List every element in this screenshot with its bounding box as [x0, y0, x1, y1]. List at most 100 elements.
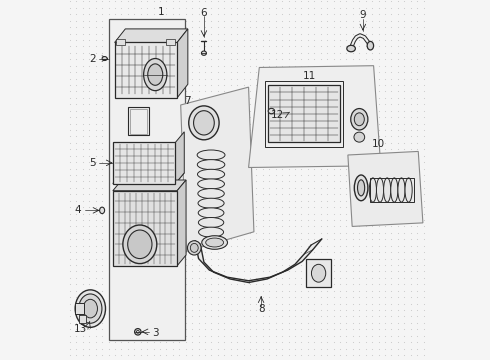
Point — [259, 192, 267, 197]
Point — [195, 179, 202, 184]
Point — [297, 5, 305, 11]
Point — [130, 224, 138, 229]
Point — [118, 134, 125, 139]
Point — [266, 179, 273, 184]
Point — [310, 95, 318, 101]
Point — [317, 237, 325, 242]
Point — [349, 230, 357, 236]
Point — [163, 57, 171, 62]
Point — [362, 269, 369, 274]
Point — [169, 352, 177, 358]
Point — [182, 185, 190, 191]
Point — [368, 37, 376, 43]
Point — [310, 230, 318, 236]
Point — [368, 44, 376, 49]
Point — [195, 314, 202, 319]
Point — [156, 224, 164, 229]
Point — [413, 179, 421, 184]
Ellipse shape — [83, 299, 98, 318]
Point — [266, 69, 273, 75]
Point — [388, 179, 395, 184]
Point — [163, 198, 171, 204]
Point — [124, 224, 132, 229]
Point — [278, 12, 286, 17]
Point — [413, 50, 421, 56]
Point — [233, 31, 241, 36]
Point — [304, 230, 312, 236]
Point — [111, 166, 119, 171]
Point — [92, 301, 99, 306]
Point — [381, 108, 389, 113]
Point — [111, 102, 119, 107]
Point — [98, 147, 106, 152]
Point — [143, 102, 151, 107]
Point — [394, 269, 402, 274]
Point — [66, 249, 74, 255]
Point — [400, 0, 408, 4]
Point — [220, 314, 228, 319]
Point — [304, 159, 312, 165]
Point — [375, 217, 383, 223]
Point — [394, 275, 402, 281]
Point — [336, 24, 344, 30]
Point — [149, 147, 157, 152]
Point — [304, 166, 312, 171]
Point — [85, 262, 93, 268]
Point — [118, 37, 125, 43]
Point — [130, 314, 138, 319]
Point — [156, 282, 164, 287]
Point — [85, 192, 93, 197]
Point — [73, 172, 80, 178]
Point — [394, 320, 402, 326]
Point — [175, 37, 183, 43]
Point — [92, 256, 99, 261]
Point — [375, 307, 383, 313]
Point — [118, 5, 125, 11]
Point — [175, 314, 183, 319]
Point — [105, 269, 113, 274]
Point — [368, 339, 376, 345]
Point — [310, 50, 318, 56]
Point — [73, 320, 80, 326]
Point — [407, 127, 415, 133]
Point — [214, 192, 222, 197]
Point — [323, 127, 331, 133]
Point — [163, 307, 171, 313]
Point — [394, 198, 402, 204]
Point — [220, 333, 228, 339]
Point — [394, 140, 402, 146]
Point — [394, 114, 402, 120]
Point — [105, 256, 113, 261]
Point — [323, 217, 331, 223]
Point — [79, 147, 87, 152]
Point — [420, 153, 428, 159]
Point — [330, 179, 338, 184]
Point — [105, 24, 113, 30]
Point — [143, 275, 151, 281]
Point — [304, 307, 312, 313]
Polygon shape — [113, 173, 184, 184]
Ellipse shape — [347, 45, 355, 52]
Point — [130, 5, 138, 11]
Point — [336, 140, 344, 146]
Point — [66, 121, 74, 126]
Point — [413, 114, 421, 120]
Point — [214, 102, 222, 107]
Point — [252, 243, 260, 249]
Point — [79, 121, 87, 126]
Point — [362, 127, 369, 133]
Point — [188, 5, 196, 11]
Bar — [167, 39, 175, 45]
Point — [66, 346, 74, 351]
Point — [163, 249, 171, 255]
Point — [130, 24, 138, 30]
Point — [355, 256, 363, 261]
Point — [79, 44, 87, 49]
Point — [73, 237, 80, 242]
Point — [207, 204, 215, 210]
Point — [368, 82, 376, 88]
Point — [201, 5, 209, 11]
Point — [233, 18, 241, 23]
Point — [85, 5, 93, 11]
Point — [66, 37, 74, 43]
